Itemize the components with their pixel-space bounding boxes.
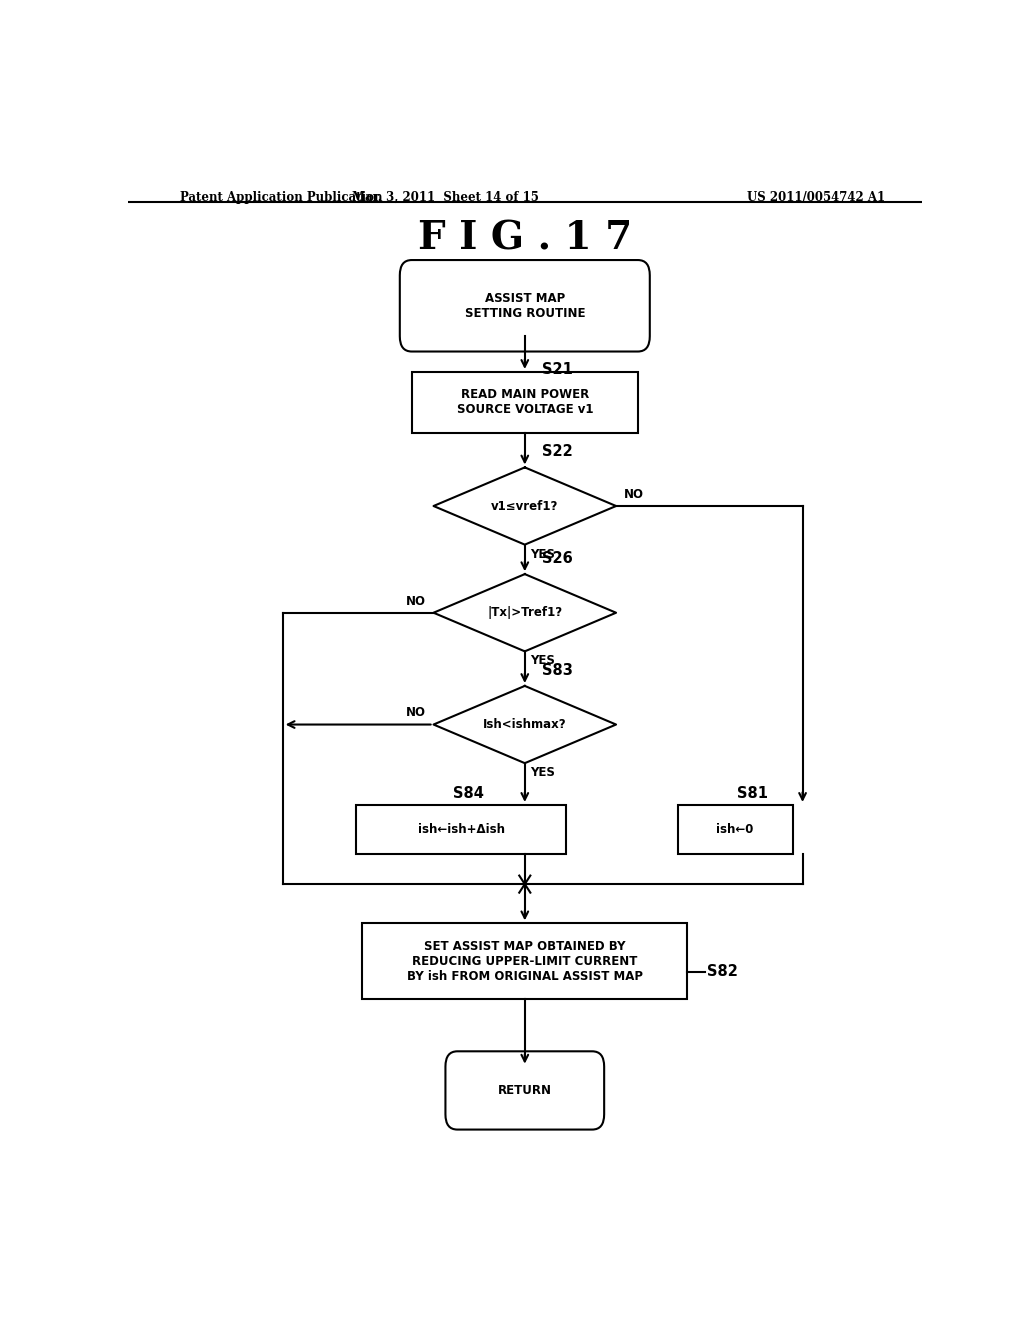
Bar xyxy=(356,805,566,854)
Text: Ish<ishmax?: Ish<ishmax? xyxy=(483,718,566,731)
Polygon shape xyxy=(433,686,616,763)
Polygon shape xyxy=(433,574,616,651)
Text: ish←0: ish←0 xyxy=(717,822,754,836)
Text: RETURN: RETURN xyxy=(498,1084,552,1097)
Text: NO: NO xyxy=(624,488,644,500)
Text: v1≤vref1?: v1≤vref1? xyxy=(492,499,558,512)
Text: Patent Application Publication: Patent Application Publication xyxy=(179,191,382,203)
Bar xyxy=(412,372,638,433)
Text: S22: S22 xyxy=(543,445,573,459)
Text: Mar. 3, 2011  Sheet 14 of 15: Mar. 3, 2011 Sheet 14 of 15 xyxy=(352,191,539,203)
Polygon shape xyxy=(433,467,616,545)
Bar xyxy=(678,805,793,854)
FancyBboxPatch shape xyxy=(445,1051,604,1130)
Text: YES: YES xyxy=(530,655,555,668)
Text: ish←ish+Δish: ish←ish+Δish xyxy=(418,822,505,836)
Text: YES: YES xyxy=(530,548,555,561)
Text: SET ASSIST MAP OBTAINED BY
REDUCING UPPER-LIMIT CURRENT
BY ish FROM ORIGINAL ASS: SET ASSIST MAP OBTAINED BY REDUCING UPPE… xyxy=(407,940,643,983)
Text: S81: S81 xyxy=(737,785,768,801)
Text: S82: S82 xyxy=(708,964,738,979)
Text: S26: S26 xyxy=(543,550,573,566)
Text: ASSIST MAP
SETTING ROUTINE: ASSIST MAP SETTING ROUTINE xyxy=(465,292,585,319)
Text: S21: S21 xyxy=(543,362,573,378)
Text: YES: YES xyxy=(530,766,555,779)
FancyBboxPatch shape xyxy=(399,260,650,351)
Text: READ MAIN POWER
SOURCE VOLTAGE v1: READ MAIN POWER SOURCE VOLTAGE v1 xyxy=(457,388,593,416)
Text: S84: S84 xyxy=(454,785,484,801)
Text: US 2011/0054742 A1: US 2011/0054742 A1 xyxy=(748,191,885,203)
Text: |Tx|>Tref1?: |Tx|>Tref1? xyxy=(487,606,562,619)
Text: NO: NO xyxy=(406,594,426,607)
Bar xyxy=(362,923,687,999)
Text: S83: S83 xyxy=(543,663,573,677)
Text: F I G . 1 7: F I G . 1 7 xyxy=(418,219,632,257)
Text: NO: NO xyxy=(406,706,426,719)
